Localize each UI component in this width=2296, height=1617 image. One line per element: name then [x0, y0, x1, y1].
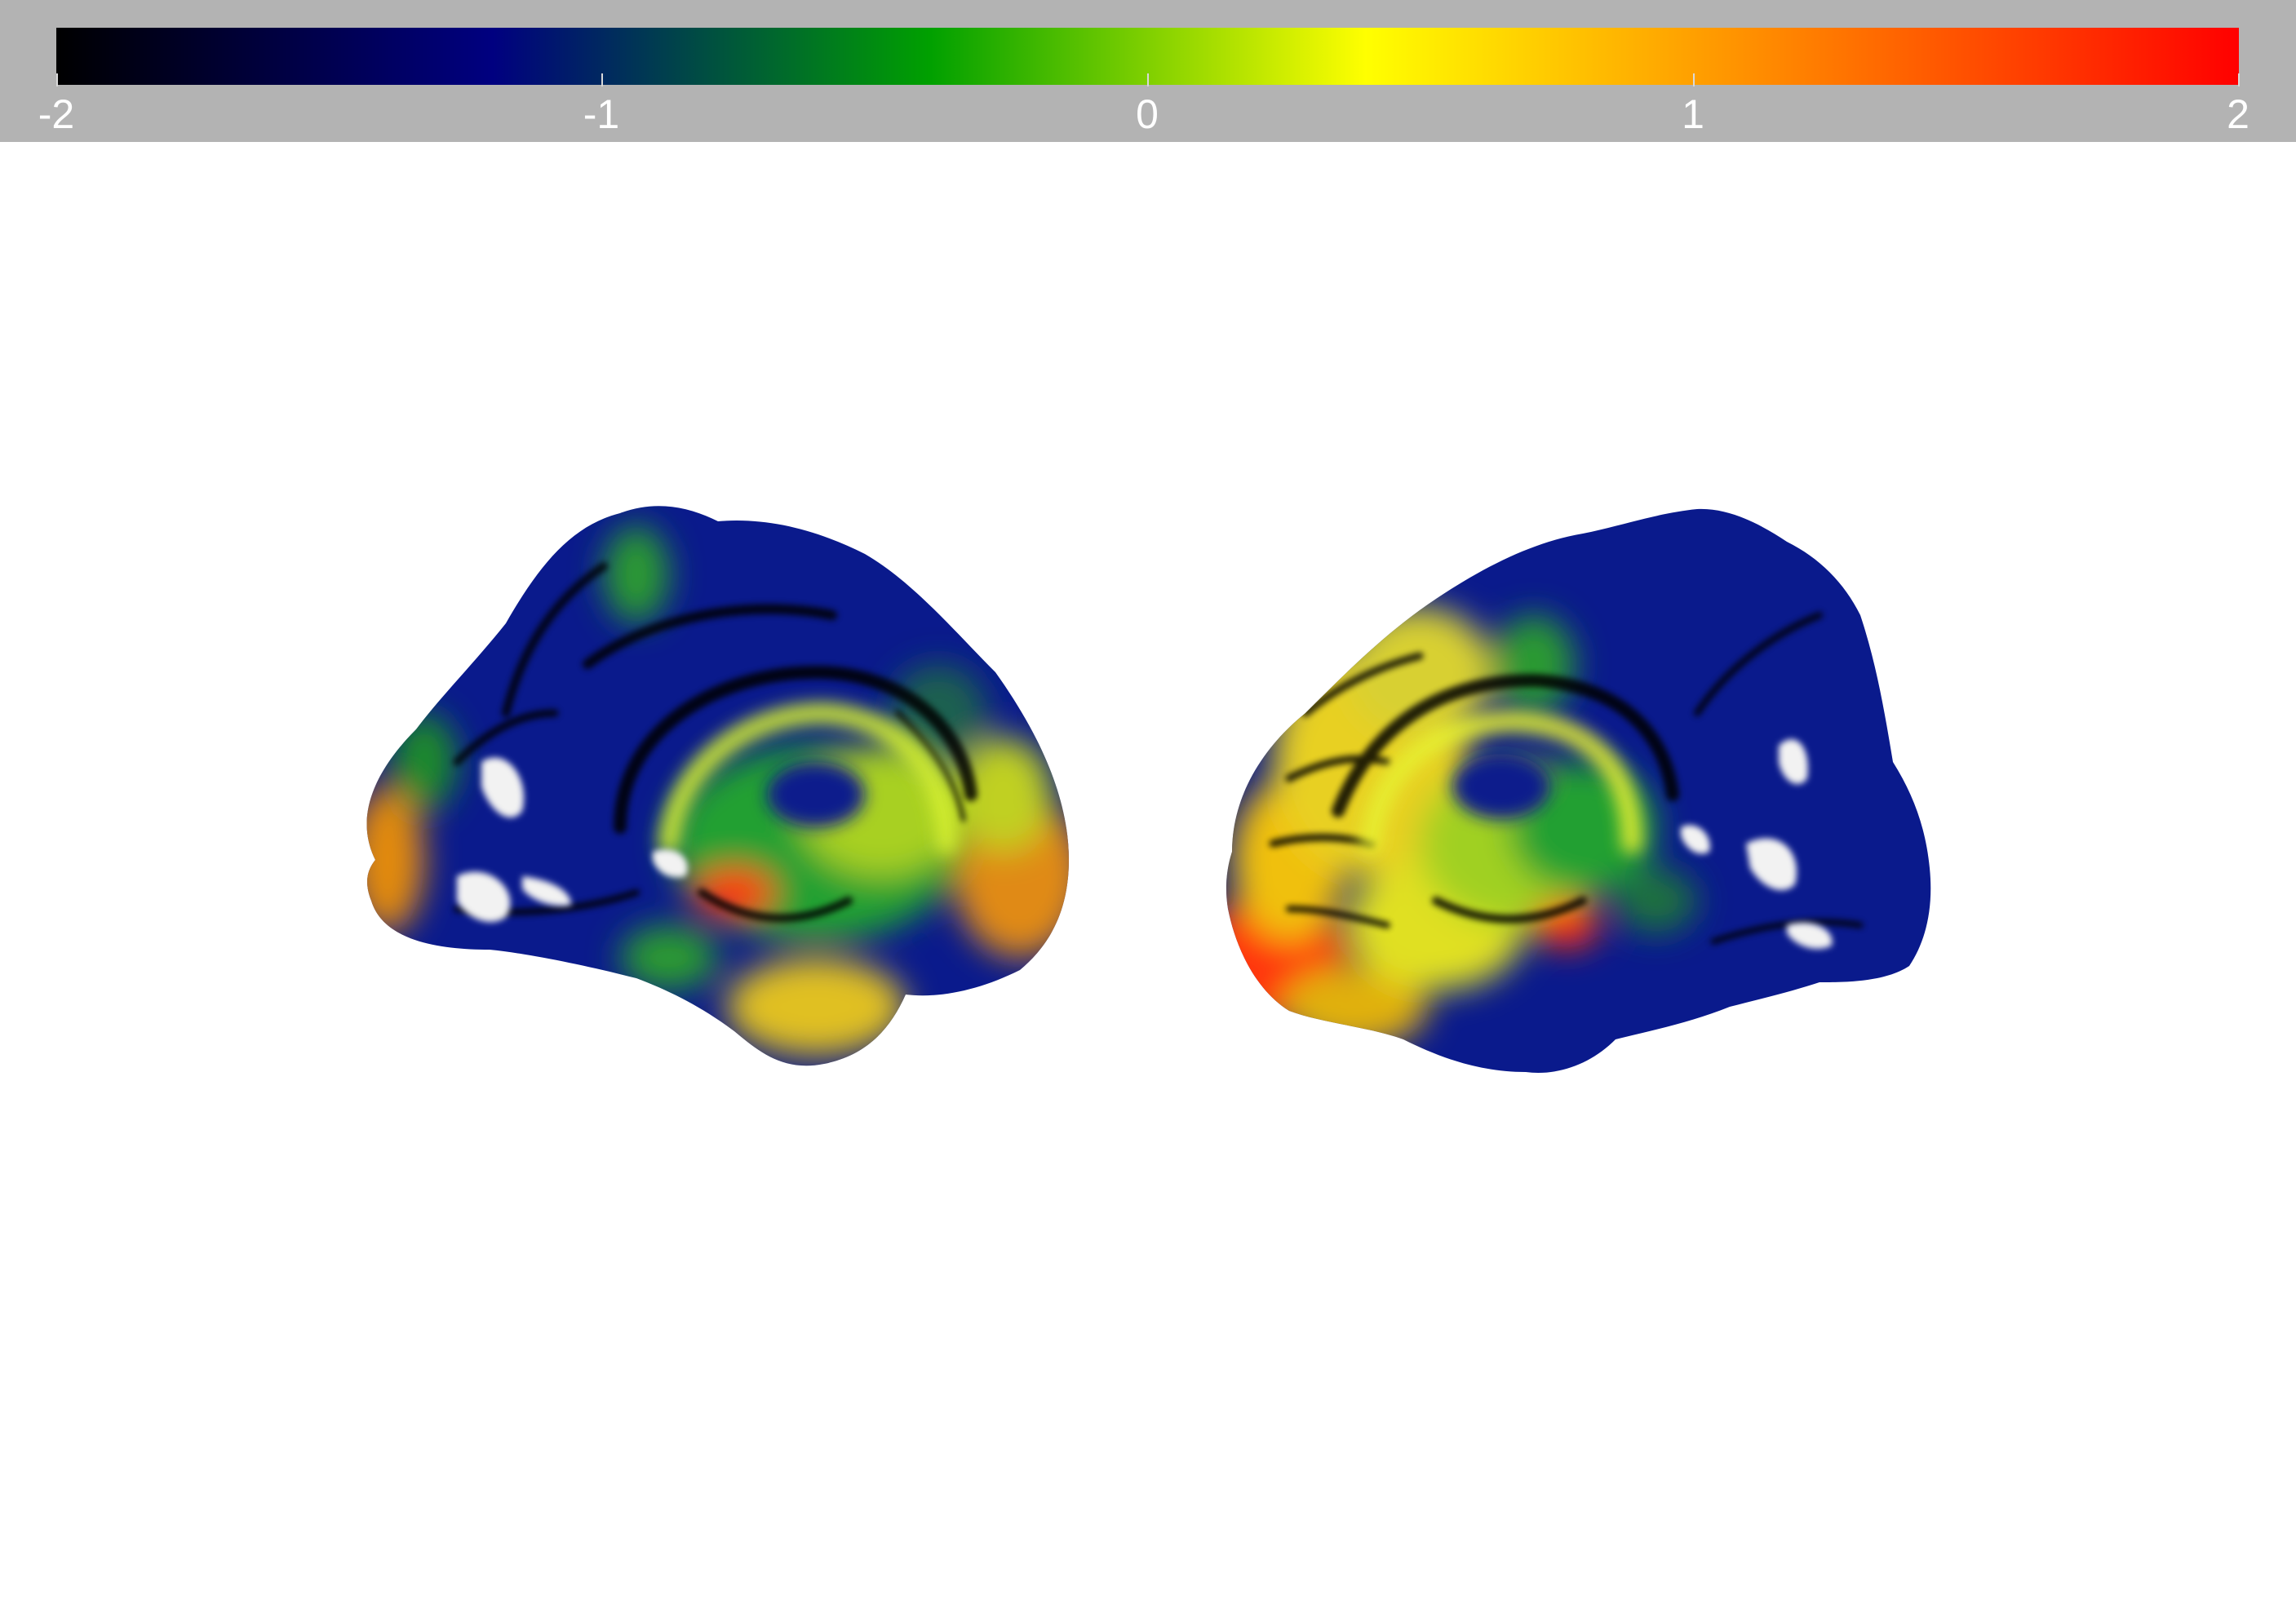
tick-label: -2: [38, 91, 75, 137]
tick-label: -1: [583, 91, 620, 137]
tick-mark: [1147, 73, 1149, 86]
brain-surfaces: [366, 506, 1931, 1073]
tick-label: 1: [1682, 91, 1704, 137]
tick-mark: [1693, 73, 1695, 86]
tick-mark: [56, 73, 58, 86]
colorbar-panel: -2 -1 0 1 2: [0, 0, 2296, 142]
tick-mark: [2238, 73, 2240, 86]
tick-label: 0: [1136, 91, 1159, 137]
left-hemisphere: [366, 506, 1069, 1066]
right-hemisphere: [1226, 508, 1931, 1073]
tick-label: 2: [2227, 91, 2249, 137]
tick-mark: [601, 73, 603, 86]
